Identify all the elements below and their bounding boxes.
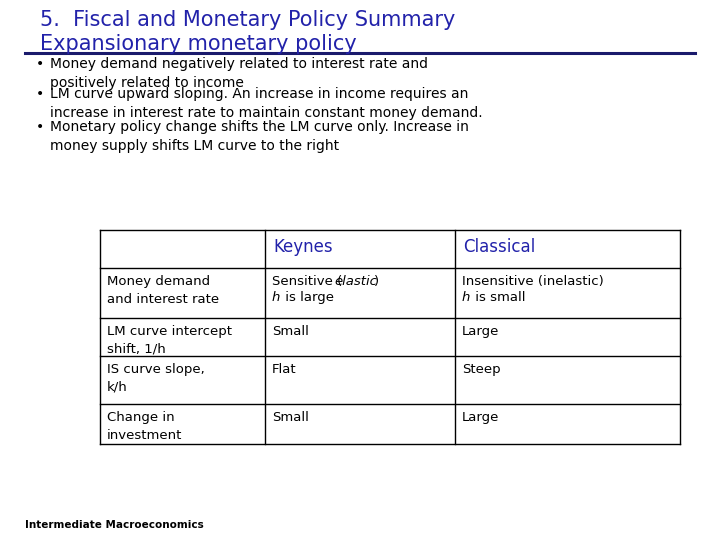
- Text: LM curve upward sloping. An increase in income requires an
increase in interest : LM curve upward sloping. An increase in …: [50, 87, 482, 120]
- Text: •: •: [36, 57, 44, 71]
- Text: Large: Large: [462, 325, 500, 338]
- Text: Money demand
and interest rate: Money demand and interest rate: [107, 275, 219, 306]
- Text: •: •: [36, 120, 44, 134]
- Text: h: h: [272, 291, 280, 304]
- Text: •: •: [36, 87, 44, 101]
- Text: Large: Large: [462, 411, 500, 424]
- Text: 5.  Fiscal and Monetary Policy Summary: 5. Fiscal and Monetary Policy Summary: [40, 10, 455, 30]
- Text: h: h: [462, 291, 470, 304]
- Text: Monetary policy change shifts the LM curve only. Increase in
money supply shifts: Monetary policy change shifts the LM cur…: [50, 120, 469, 153]
- Text: is small: is small: [471, 291, 526, 304]
- Text: Small: Small: [272, 411, 309, 424]
- Text: Classical: Classical: [463, 238, 535, 256]
- Text: Sensitive (: Sensitive (: [272, 275, 342, 288]
- Text: Change in
investment: Change in investment: [107, 411, 182, 442]
- Text: LM curve intercept
shift, 1/h: LM curve intercept shift, 1/h: [107, 325, 232, 356]
- Text: Steep: Steep: [462, 363, 500, 376]
- Text: Expansionary monetary policy: Expansionary monetary policy: [40, 34, 356, 54]
- Text: Intermediate Macroeconomics: Intermediate Macroeconomics: [25, 520, 204, 530]
- Text: Flat: Flat: [272, 363, 297, 376]
- Text: Keynes: Keynes: [273, 238, 333, 256]
- Text: ): ): [374, 275, 379, 288]
- Text: Money demand negatively related to interest rate and
positively related to incom: Money demand negatively related to inter…: [50, 57, 428, 90]
- Text: IS curve slope,
k/h: IS curve slope, k/h: [107, 363, 204, 394]
- Text: is large: is large: [281, 291, 334, 304]
- Text: Small: Small: [272, 325, 309, 338]
- Text: elastic: elastic: [334, 275, 377, 288]
- Text: Insensitive (inelastic): Insensitive (inelastic): [462, 275, 604, 288]
